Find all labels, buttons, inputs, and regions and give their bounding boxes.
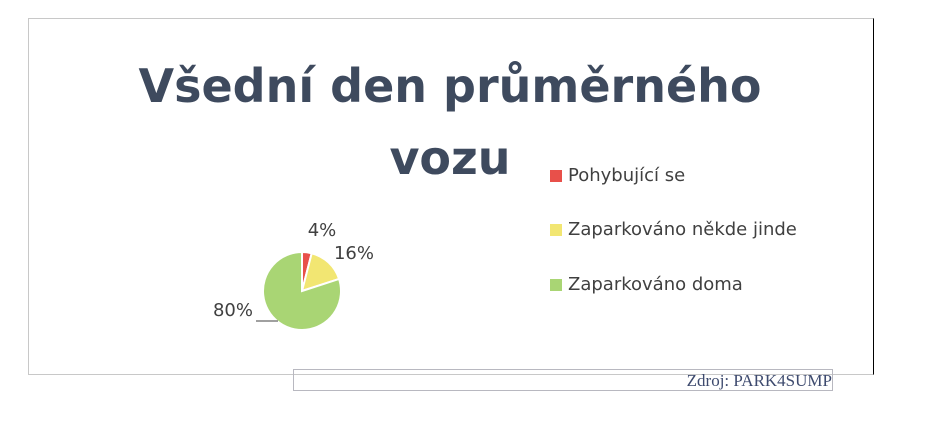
- legend-swatch: [550, 170, 562, 182]
- legend-label: Pohybující se: [568, 165, 685, 186]
- legend-swatch: [550, 224, 562, 236]
- pie-slice: [262, 250, 342, 331]
- legend-swatch: [550, 279, 562, 291]
- chart-frame: [28, 18, 874, 375]
- data-label: 80%: [213, 300, 253, 321]
- source-note: Zdroj: PARK4SUMP: [293, 369, 833, 391]
- chart-title: Všední den průměrného vozu: [138, 59, 762, 185]
- data-label: 16%: [334, 243, 374, 264]
- data-label: 4%: [308, 220, 337, 241]
- legend-label: Zaparkováno někde jinde: [568, 219, 797, 240]
- legend-label: Zaparkováno doma: [568, 274, 743, 295]
